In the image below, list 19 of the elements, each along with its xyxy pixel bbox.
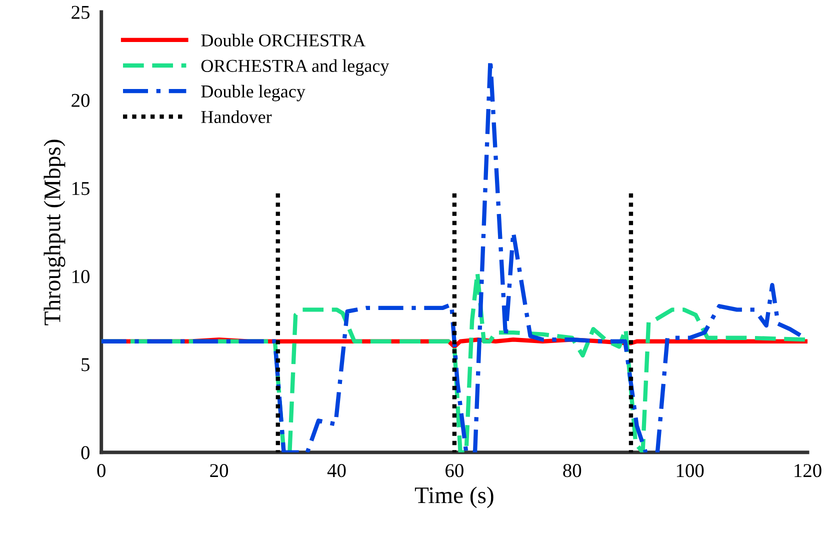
- legend-label: Double legacy: [201, 84, 306, 102]
- x-tick-label: 60: [446, 464, 464, 478]
- y-tick-label: 5: [82, 358, 90, 372]
- y-tick-label: 10: [72, 270, 90, 284]
- legend-label: ORCHESTRA and legacy: [201, 59, 390, 76]
- legend-label: Handover: [201, 110, 272, 124]
- x-tick-label: 120: [794, 464, 822, 478]
- x-tick-label: 100: [676, 464, 704, 478]
- y-tick-label: 25: [72, 6, 90, 19]
- x-tick-label: 80: [563, 464, 582, 478]
- x-tick-label: 20: [210, 464, 228, 478]
- x-tick-label: 0: [97, 464, 106, 478]
- y-axis-title: Throughput (Mbps): [44, 140, 66, 326]
- y-tick-label: 0: [81, 446, 90, 460]
- legend-label: Double ORCHESTRA: [201, 34, 366, 46]
- y-tick-label: 15: [72, 182, 90, 196]
- x-tick-label: 40: [327, 464, 346, 478]
- x-axis-title: Time (s): [414, 486, 494, 508]
- y-tick-label: 20: [72, 94, 90, 107]
